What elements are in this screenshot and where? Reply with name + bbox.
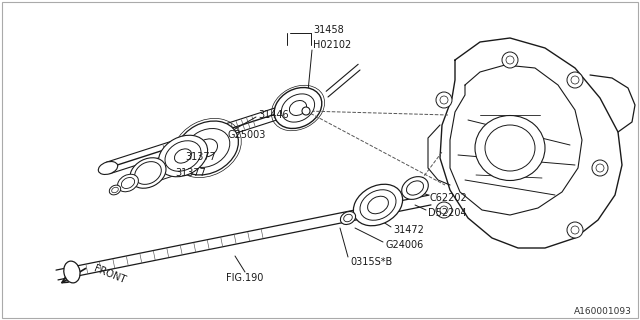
Circle shape [596, 164, 604, 172]
Text: 31472: 31472 [393, 225, 424, 235]
Text: H02102: H02102 [313, 40, 351, 50]
Ellipse shape [175, 121, 239, 175]
Ellipse shape [360, 190, 396, 220]
Circle shape [592, 160, 608, 176]
Ellipse shape [99, 162, 118, 174]
Circle shape [440, 96, 448, 104]
Ellipse shape [402, 177, 428, 199]
Circle shape [440, 206, 448, 214]
Ellipse shape [282, 94, 315, 122]
Text: C62202: C62202 [430, 193, 468, 203]
Ellipse shape [353, 184, 403, 226]
Ellipse shape [274, 88, 322, 128]
Circle shape [571, 226, 579, 234]
Text: D52204: D52204 [428, 208, 467, 218]
Circle shape [567, 72, 583, 88]
Circle shape [436, 202, 452, 218]
Ellipse shape [289, 100, 307, 116]
Text: G25003: G25003 [228, 130, 266, 140]
Text: G24006: G24006 [385, 240, 423, 250]
Ellipse shape [367, 196, 388, 214]
Ellipse shape [406, 181, 424, 195]
Ellipse shape [344, 214, 352, 222]
Ellipse shape [134, 162, 161, 184]
Ellipse shape [475, 116, 545, 180]
Text: 0315S*B: 0315S*B [350, 257, 392, 267]
Ellipse shape [118, 174, 138, 192]
Circle shape [567, 222, 583, 238]
Circle shape [436, 92, 452, 108]
Text: 31377: 31377 [175, 168, 206, 178]
Circle shape [502, 52, 518, 68]
Ellipse shape [340, 212, 356, 225]
Ellipse shape [485, 125, 535, 171]
Text: 31446: 31446 [258, 110, 289, 120]
Text: FRONT: FRONT [92, 264, 127, 286]
Ellipse shape [130, 158, 166, 188]
Circle shape [302, 107, 310, 115]
Ellipse shape [158, 135, 207, 177]
Text: FIG.190: FIG.190 [227, 273, 264, 283]
Ellipse shape [64, 261, 80, 283]
Circle shape [506, 56, 514, 64]
Text: 31377: 31377 [185, 152, 216, 162]
Text: A160001093: A160001093 [574, 307, 632, 316]
Ellipse shape [165, 141, 201, 171]
Ellipse shape [175, 149, 191, 163]
Ellipse shape [196, 139, 218, 157]
Ellipse shape [112, 187, 118, 193]
Circle shape [571, 76, 579, 84]
Ellipse shape [109, 185, 121, 195]
Text: 31458: 31458 [313, 25, 344, 35]
Ellipse shape [122, 178, 134, 188]
Ellipse shape [184, 129, 230, 167]
